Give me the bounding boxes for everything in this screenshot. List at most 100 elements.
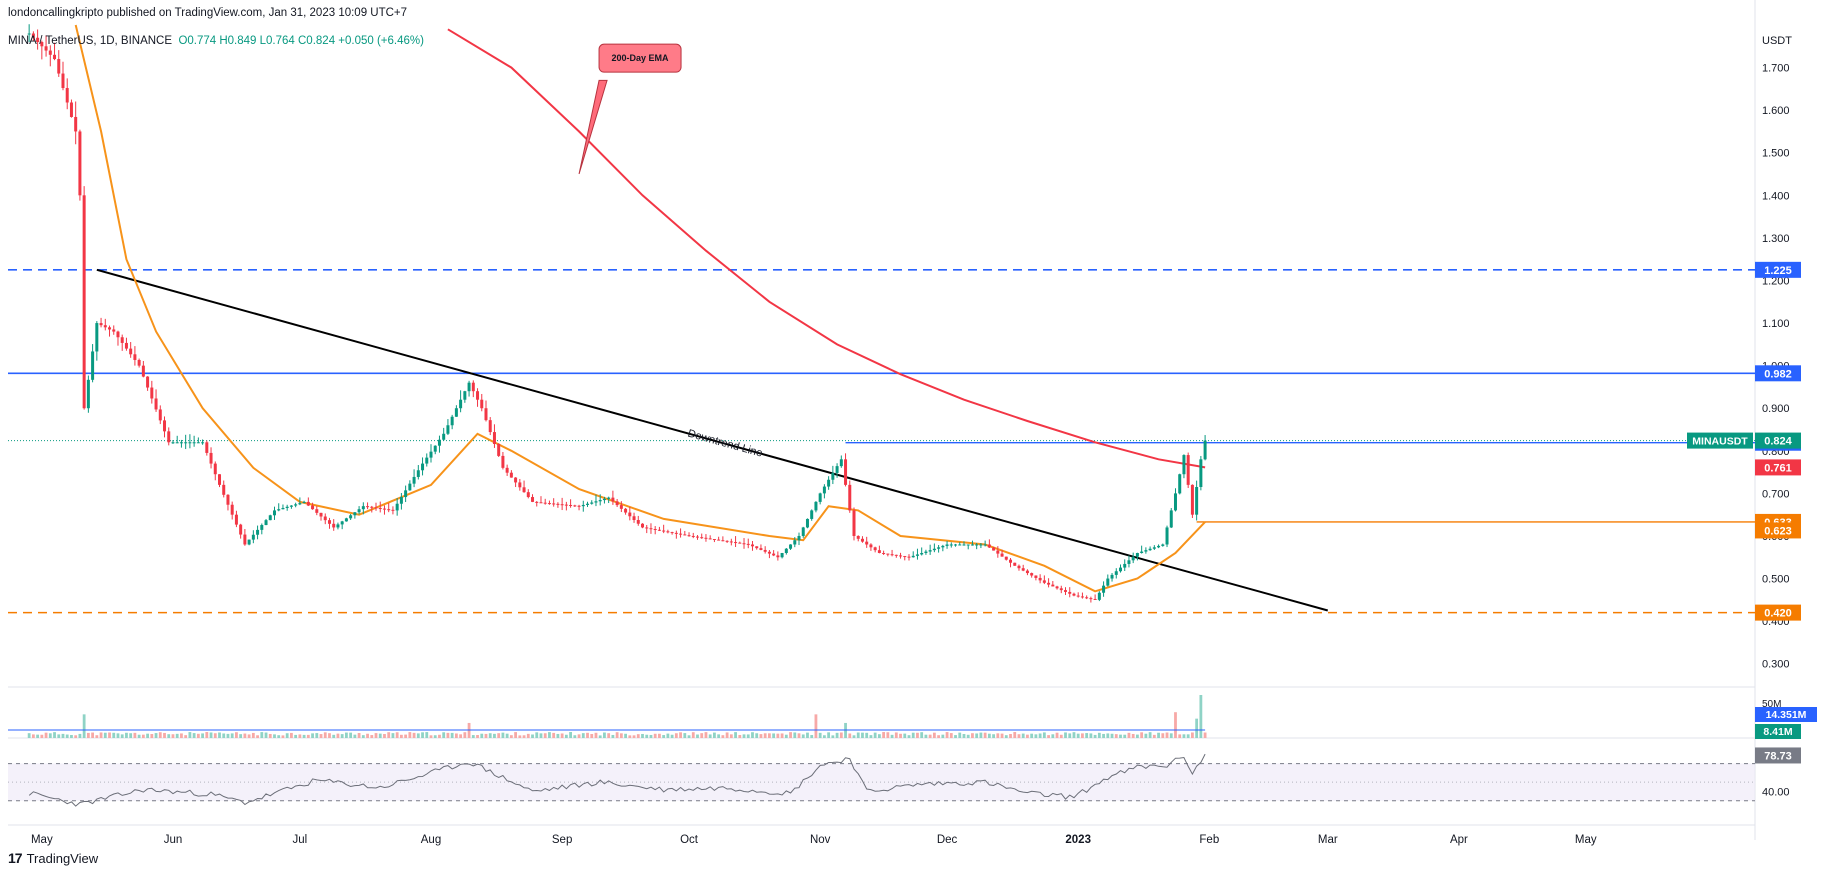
candle (1186, 455, 1190, 485)
candle (801, 527, 805, 536)
volume-bar (1076, 733, 1080, 738)
candle (780, 553, 784, 558)
volume-bar (150, 734, 154, 738)
candle (463, 391, 467, 400)
volume-bar (721, 735, 725, 738)
candle (518, 482, 522, 488)
candle (82, 195, 86, 409)
candle (103, 325, 107, 328)
candle (450, 416, 454, 426)
candle (1093, 598, 1097, 600)
volume-bar (949, 733, 953, 738)
volume-bar (755, 733, 759, 738)
volume-bar (873, 732, 877, 738)
volume-bar (598, 735, 602, 738)
candle (636, 520, 640, 524)
volume-bar (1165, 732, 1169, 738)
volume-bar (78, 733, 82, 738)
y-tick-label: 0.900 (1762, 403, 1790, 415)
volume-bar (294, 734, 298, 738)
candle (99, 323, 103, 326)
volume-bar (899, 733, 902, 738)
candle (683, 534, 687, 536)
candle (1051, 584, 1055, 587)
candle (201, 442, 205, 444)
volume-bar (581, 733, 585, 738)
volume-bar (1178, 734, 1182, 738)
candle (535, 501, 539, 503)
volume-bar (1102, 733, 1105, 738)
candle (712, 539, 716, 541)
candle (1059, 588, 1063, 591)
volume-bar (48, 733, 52, 738)
volume-bar (61, 733, 65, 738)
candle (209, 452, 213, 464)
volume-bar (653, 733, 657, 738)
volume-bar (395, 732, 399, 738)
candle (154, 398, 158, 410)
volume-bar (751, 732, 754, 738)
candle (467, 382, 471, 392)
callout-label: 200-Day EMA (612, 53, 670, 63)
volume-bar (789, 732, 792, 738)
candle (987, 544, 991, 548)
candle (611, 497, 615, 502)
candle (877, 550, 881, 553)
volume-bar (687, 735, 691, 738)
volume-bar (531, 734, 534, 738)
symbol-name: MINA / TetherUS, 1D, BINANCE (8, 35, 173, 47)
volume-bar (442, 732, 446, 738)
volume-bar (852, 735, 856, 738)
volume-bar (175, 733, 179, 738)
candle (492, 432, 496, 444)
volume-bar (120, 734, 124, 738)
volume-bar (992, 734, 995, 738)
candle (805, 518, 809, 528)
candle (772, 553, 776, 556)
candle (577, 505, 581, 507)
candle (163, 420, 167, 432)
candle (408, 483, 412, 491)
candle (480, 399, 484, 409)
candle (983, 544, 987, 546)
volume-bar (573, 735, 577, 738)
candle (429, 451, 433, 458)
candle (924, 551, 928, 553)
volume-bar (518, 735, 522, 738)
candle (552, 503, 556, 505)
candle (1182, 455, 1186, 475)
volume-bar (945, 732, 949, 738)
volume-bar (226, 733, 230, 738)
candle (205, 442, 209, 453)
candle (454, 408, 458, 417)
candle (1017, 565, 1021, 569)
volume-bar (399, 734, 403, 738)
symbol-tag-bg (1687, 432, 1753, 449)
volume-bar (920, 732, 924, 738)
callout-box (598, 43, 682, 73)
volume-bar (501, 732, 505, 738)
volume-bar (328, 733, 331, 738)
candle (281, 507, 285, 510)
candle (1169, 510, 1173, 528)
volume-bar (408, 732, 412, 738)
rsi-line (28, 753, 1206, 807)
candle (1038, 577, 1042, 581)
candle (251, 534, 255, 540)
candle (1080, 596, 1084, 598)
candle (827, 479, 831, 487)
candle (446, 425, 450, 434)
volume-bar (1169, 733, 1173, 738)
volume-ma-tag: 8.41M (1763, 726, 1792, 738)
candle (899, 555, 903, 557)
candle (311, 505, 315, 510)
candle (894, 554, 898, 556)
candle (264, 520, 268, 526)
volume-bar (734, 732, 737, 738)
volume-bar (336, 733, 340, 738)
ema-200-line (447, 28, 1206, 469)
y-tick-label: 1.200 (1762, 275, 1790, 287)
volume-bar (125, 732, 128, 738)
tradingview-brand[interactable]: 17 TradingView (8, 850, 98, 866)
